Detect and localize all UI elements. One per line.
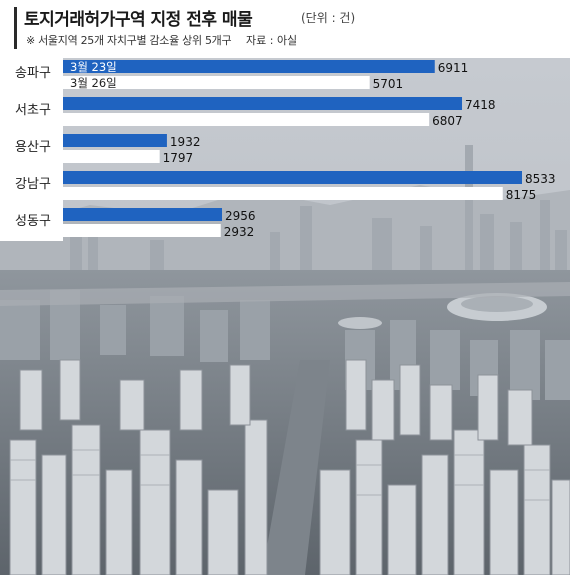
source-label: 자료 : 아실 — [246, 34, 298, 47]
category-label: 성동구 — [15, 214, 51, 229]
bar-value-label: 1797 — [163, 151, 194, 165]
chart-header: 토지거래허가구역 지정 전후 매물 (단위 : 건) ※ 서울지역 25개 자치… — [0, 0, 570, 58]
title-accent-bar — [14, 7, 17, 49]
bar-after — [63, 76, 370, 89]
bar-value-label: 7418 — [465, 98, 496, 112]
category-label: 강남구 — [15, 177, 51, 192]
bar-before — [63, 208, 223, 221]
series-legend-label: 3월 23일 — [70, 60, 117, 74]
category-label: 송파구 — [15, 66, 51, 81]
bar-after — [63, 113, 430, 126]
bar-value-label: 8175 — [506, 188, 537, 202]
bar-before — [63, 60, 435, 73]
category-label: 용산구 — [15, 140, 51, 155]
bar-value-label: 5701 — [373, 77, 404, 91]
bar-value-label: 8533 — [525, 172, 556, 186]
bar-value-label: 1932 — [170, 135, 201, 149]
category-label-panel — [0, 58, 63, 241]
bar-value-label: 6807 — [432, 114, 463, 128]
bar-before — [63, 134, 167, 147]
chart-title: 토지거래허가구역 지정 전후 매물 — [24, 10, 253, 30]
bar-before — [63, 171, 522, 184]
bar-after — [63, 224, 221, 237]
unit-label: (단위 : 건) — [301, 11, 356, 25]
bar-value-label: 2956 — [225, 209, 256, 223]
bar-value-label: 2932 — [224, 225, 255, 239]
bar-after — [63, 150, 160, 163]
category-label: 서초구 — [15, 103, 51, 118]
bar-after — [63, 187, 503, 200]
bar-value-label: 6911 — [438, 61, 469, 75]
bar-before — [63, 97, 463, 110]
series-legend-label: 3월 26일 — [70, 76, 117, 90]
chart-note: ※ 서울지역 25개 자치구별 감소율 상위 5개구 — [26, 34, 232, 47]
